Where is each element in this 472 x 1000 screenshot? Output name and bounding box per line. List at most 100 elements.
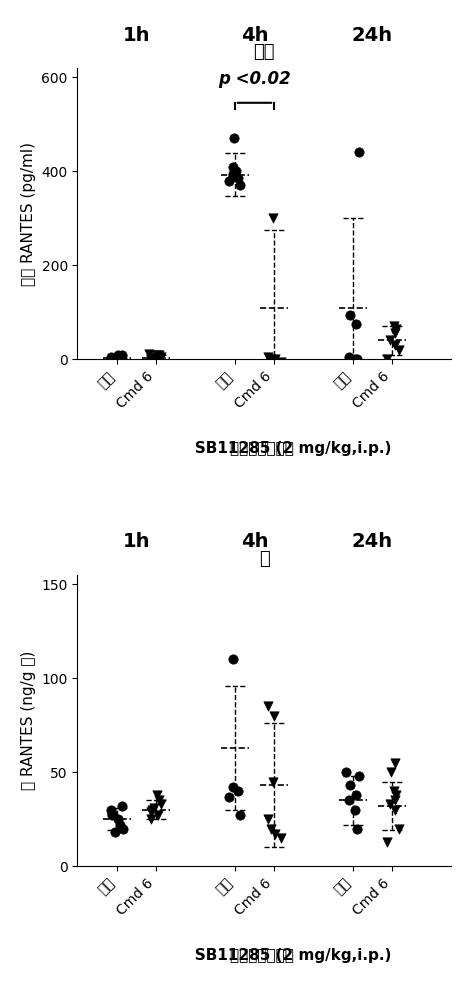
Point [116,352,124,368]
Point [154,807,161,823]
Text: 1h: 1h [123,532,150,551]
Point [264,349,272,365]
Point [108,807,116,823]
Point [235,783,242,799]
Point [108,350,116,366]
Point [226,789,233,805]
Point [343,764,350,780]
Text: p <0.02: p <0.02 [218,70,291,88]
Point [114,811,122,827]
Text: 全部小鼠均接受: 全部小鼠均接受 [230,948,299,963]
Point [149,802,156,818]
Point [119,353,127,369]
Point [229,779,236,795]
Text: SB11285 (2 mg/kg,i.p.): SB11285 (2 mg/kg,i.p.) [137,441,391,456]
Point [386,796,394,812]
Point [391,792,399,808]
Point [267,821,275,837]
Y-axis label: 血清 RANTES (pg/ml): 血清 RANTES (pg/ml) [21,142,36,286]
Point [383,351,390,367]
Point [229,166,236,182]
Point [229,651,236,667]
Point [264,698,271,714]
Point [107,802,114,818]
Point [158,796,165,812]
Point [229,168,236,184]
Point [346,792,353,808]
Point [226,173,233,189]
Text: 1h: 1h [123,26,150,45]
Text: SB11285 (2 mg/kg,i.p.): SB11285 (2 mg/kg,i.p.) [137,948,391,963]
Point [351,802,359,818]
Title: 脾: 脾 [259,550,270,568]
Point [270,210,277,226]
Point [393,787,400,803]
Point [147,811,154,827]
Point [236,807,244,823]
Text: 24h: 24h [352,26,393,45]
Point [353,316,360,332]
Point [390,783,398,799]
Point [271,826,278,842]
Point [383,834,390,850]
Point [392,802,399,818]
Text: 4h: 4h [241,532,268,551]
Point [395,821,403,837]
Point [270,708,278,724]
Point [153,787,160,803]
Point [278,830,285,846]
Point [147,353,154,369]
Point [229,159,237,175]
Point [346,349,353,365]
Point [235,170,242,186]
Point [150,800,158,816]
Point [155,347,162,363]
Point [387,764,395,780]
Point [115,347,122,363]
Point [230,130,237,146]
Point [111,354,119,370]
Point [146,346,153,362]
Point [111,824,119,840]
Point [158,349,165,365]
Point [278,354,285,370]
Point [108,806,116,822]
Point [355,144,363,160]
Point [114,351,122,367]
Point [271,351,278,367]
Point [353,821,361,837]
Point [233,163,240,179]
Text: 4h: 4h [241,26,268,45]
Text: 全部小鼠均接受: 全部小鼠均接受 [230,441,299,456]
Point [119,821,127,837]
Y-axis label: 脾 RANTES (ng/g 脾): 脾 RANTES (ng/g 脾) [21,651,36,790]
Point [150,350,158,366]
Point [147,804,155,820]
Point [392,337,399,353]
Point [353,787,360,803]
Point [391,325,399,341]
Point [154,352,161,368]
Point [264,811,272,827]
Text: 24h: 24h [352,532,393,551]
Point [236,177,244,193]
Point [355,768,363,784]
Point [346,307,354,323]
Point [118,798,126,814]
Point [267,351,275,367]
Point [147,351,155,367]
Point [386,332,394,348]
Title: 血液: 血液 [253,43,275,61]
Point [393,321,400,337]
Point [155,792,162,808]
Point [118,347,126,363]
Point [149,350,156,366]
Point [391,755,399,771]
Point [346,777,354,793]
Point [116,817,124,833]
Point [351,351,359,367]
Point [270,774,277,790]
Point [395,342,403,358]
Point [108,350,116,366]
Point [153,347,160,363]
